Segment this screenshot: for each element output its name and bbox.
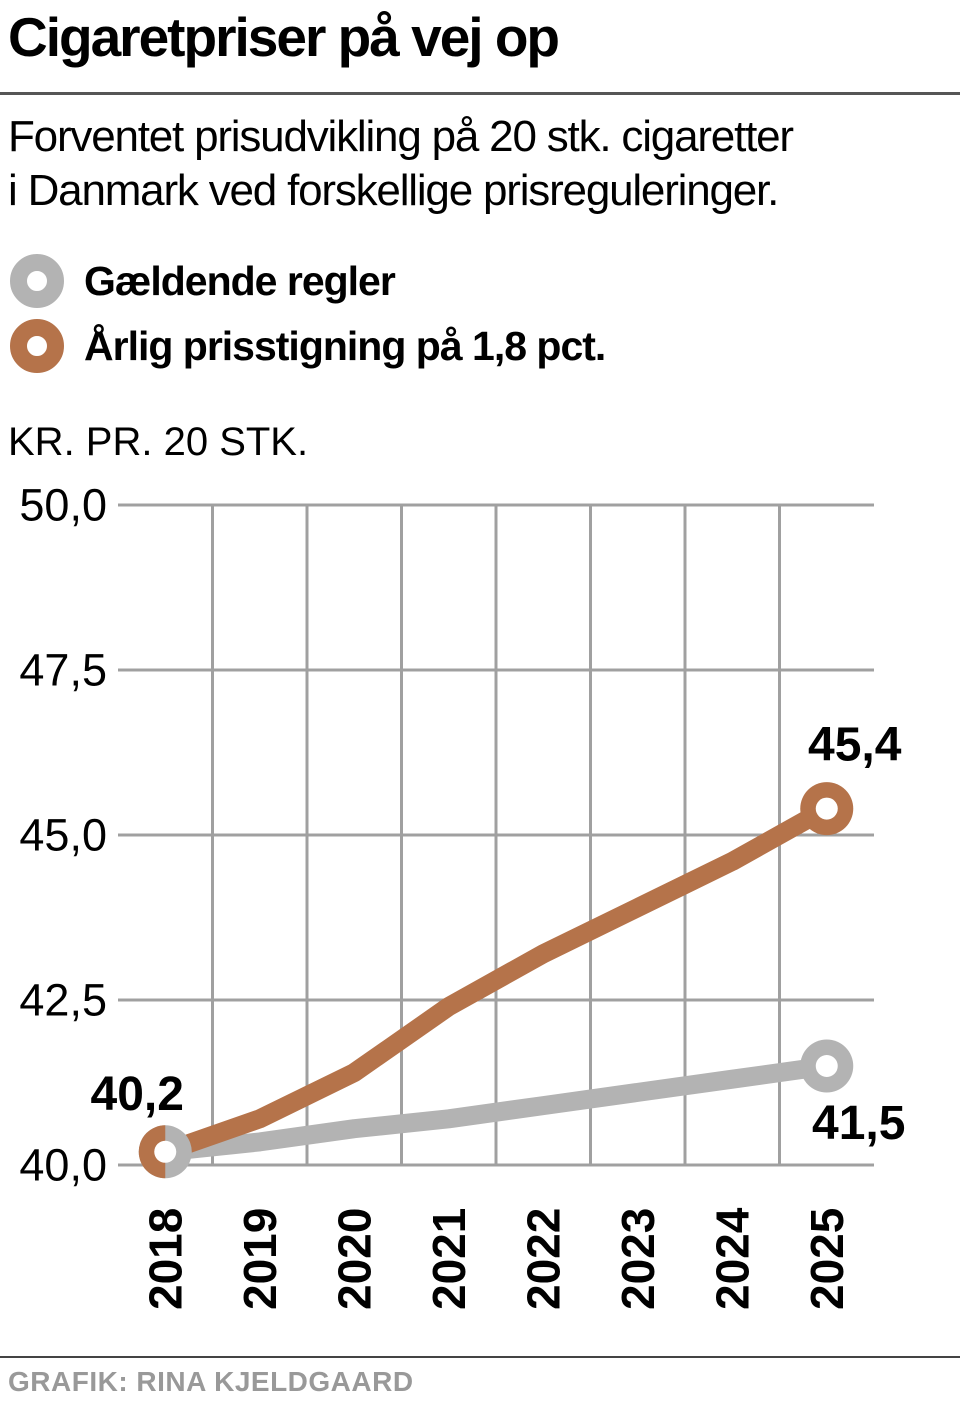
y-tick-label: 42,5 [19,975,107,1026]
data-point-label: 45,4 [808,719,902,772]
price-line-chart: 40,0 42,5 45,0 47,5 50,0 40,2 45,4 41,5 2018 2019… [19,480,905,1311]
legend-label: Årlig prisstigning på 1,8 pct. [84,322,606,369]
subtitle-line-2: i Danmark ved forskellige prisregulering… [8,165,779,215]
x-tick-label: 2022 [517,1208,569,1310]
data-point-label: 41,5 [812,1097,905,1150]
start-marker-hole [154,1140,177,1163]
x-tick-label: 2023 [612,1208,664,1310]
end-marker--rlig-prisstigning-p-1-8-pct--hole [815,797,838,820]
x-tick-label: 2024 [706,1207,758,1310]
subtitle-line-1: Forventet prisudvikling på 20 stk. cigar… [8,112,794,161]
x-tick-label: 2021 [423,1208,475,1310]
y-axis-unit-label: KR. PR. 20 STK. [8,420,309,464]
data-point-label: 40,2 [91,1068,184,1121]
ring-marker-icon [10,319,64,373]
page-title: Cigaretpriser på vej op [8,6,560,68]
series-line-g-ldende-regler [164,1056,829,1162]
x-tick-label: 2025 [801,1208,853,1310]
series-line--rlig-prisstigning-p-1-8-pct- [162,800,832,1161]
y-tick-label: 45,0 [19,810,107,861]
chart-legend: Gældende regler Årlig prisstigning på 1,… [10,254,606,373]
y-tick-label: 50,0 [19,480,107,531]
credit-text: GRAFIK: RINA KJELDGAARD [8,1366,414,1397]
footer-divider [0,1356,960,1358]
y-tick-label: 40,0 [19,1140,107,1191]
legend-item-current-rules: Gældende regler [10,254,605,308]
x-tick-label: 2018 [139,1208,191,1310]
start-marker-left-half [138,1125,166,1179]
y-tick-label: 47,5 [19,645,107,696]
title-divider [0,92,960,95]
chart-subtitle: Forventet prisudvikling på 20 stk. cigar… [8,110,958,217]
x-tick-label: 2020 [328,1208,380,1310]
legend-item-annual-increase: Årlig prisstigning på 1,8 pct. [10,319,606,373]
ring-marker-icon [10,254,64,308]
x-tick-label: 2019 [234,1208,286,1310]
end-marker-g-ldende-regler-hole [815,1055,838,1077]
legend-label: Gældende regler [84,257,396,304]
